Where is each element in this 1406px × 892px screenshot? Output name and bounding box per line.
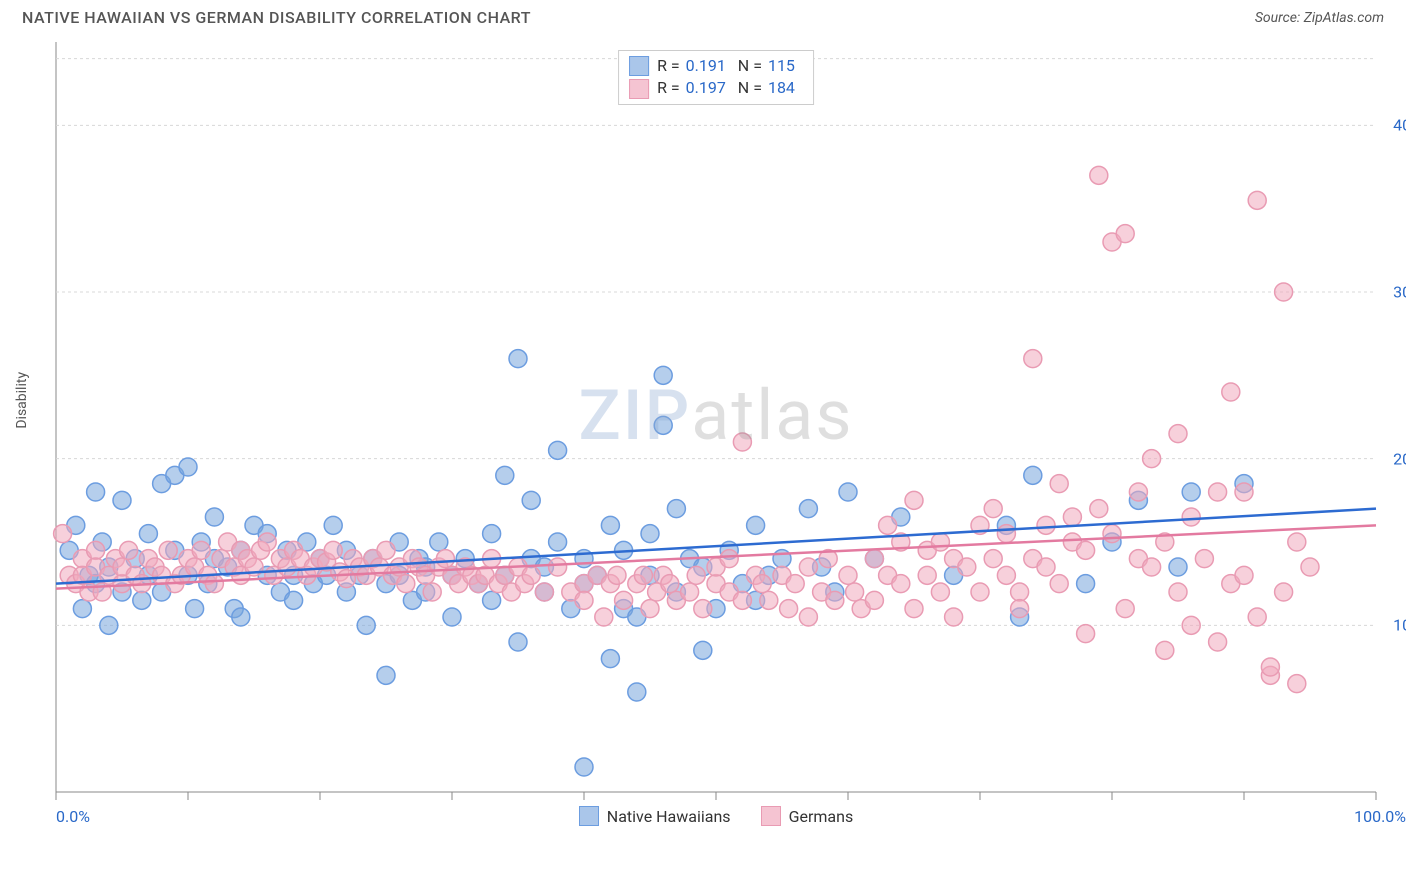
bottom-legend: Native Hawaiians Germans — [56, 806, 1376, 826]
source-label: Source: ZipAtlas.com — [1255, 10, 1384, 26]
scatter-svg — [56, 42, 1376, 822]
stats-row-hawaiian: R = 0.191 N = 115 — [629, 55, 803, 77]
legend-item-hawaiian: Native Hawaiians — [579, 806, 731, 826]
swatch-icon — [629, 79, 649, 99]
stats-legend-box: R = 0.191 N = 115R = 0.197 N = 184 — [618, 50, 814, 105]
swatch-icon — [761, 806, 781, 826]
y-tick-label: 30.0% — [1393, 283, 1406, 302]
legend-label: Native Hawaiians — [607, 807, 731, 826]
y-tick-label: 40.0% — [1393, 116, 1406, 135]
swatch-icon — [629, 56, 649, 76]
y-tick-label: 20.0% — [1393, 449, 1406, 468]
legend-label: Germans — [789, 807, 854, 826]
stats-row-german: R = 0.197 N = 184 — [629, 77, 803, 99]
y-tick-label: 10.0% — [1393, 616, 1406, 635]
plot-area: ZIPatlas R = 0.191 N = 115R = 0.197 N = … — [56, 42, 1376, 822]
chart-container: Disability ZIPatlas R = 0.191 N = 115R =… — [22, 42, 1384, 872]
y-axis-label: Disability — [14, 372, 30, 429]
swatch-icon — [579, 806, 599, 826]
chart-title: NATIVE HAWAIIAN VS GERMAN DISABILITY COR… — [22, 8, 531, 27]
legend-item-german: Germans — [761, 806, 854, 826]
